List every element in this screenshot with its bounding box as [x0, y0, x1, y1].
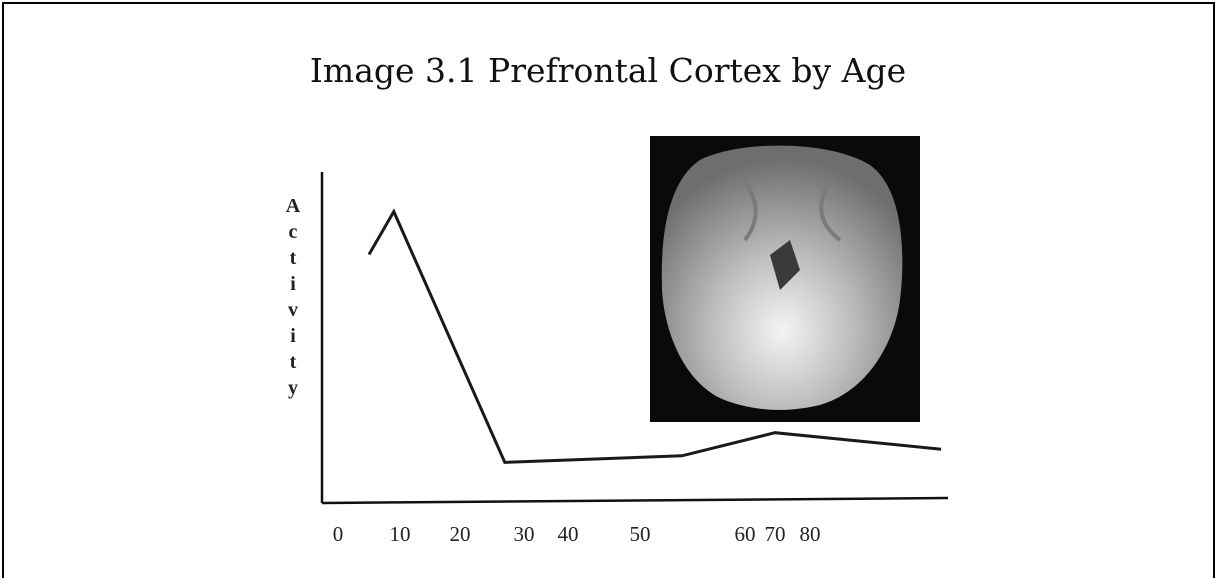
- x-tick-label: 60: [735, 522, 756, 546]
- data-line: [367, 208, 942, 464]
- chart-title: Image 3.1 Prefrontal Cortex by Age: [310, 51, 906, 90]
- brain-detail: [738, 173, 758, 242]
- x-tick-label: 10: [390, 522, 411, 546]
- x-tick-label: 40: [558, 522, 579, 546]
- x-tick-label: 0: [333, 522, 344, 546]
- brain-detail: [770, 240, 800, 290]
- brain-image: [650, 136, 920, 422]
- x-tick-label: 80: [800, 522, 821, 546]
- x-tick-label: 70: [765, 522, 786, 546]
- x-tick-label: 30: [514, 522, 535, 546]
- x-axis: [321, 496, 949, 505]
- y-axis-label: Activity: [282, 195, 304, 403]
- x-tick-label: 20: [450, 522, 471, 546]
- x-tick-label: 50: [630, 522, 651, 546]
- brain-detail: [819, 178, 842, 242]
